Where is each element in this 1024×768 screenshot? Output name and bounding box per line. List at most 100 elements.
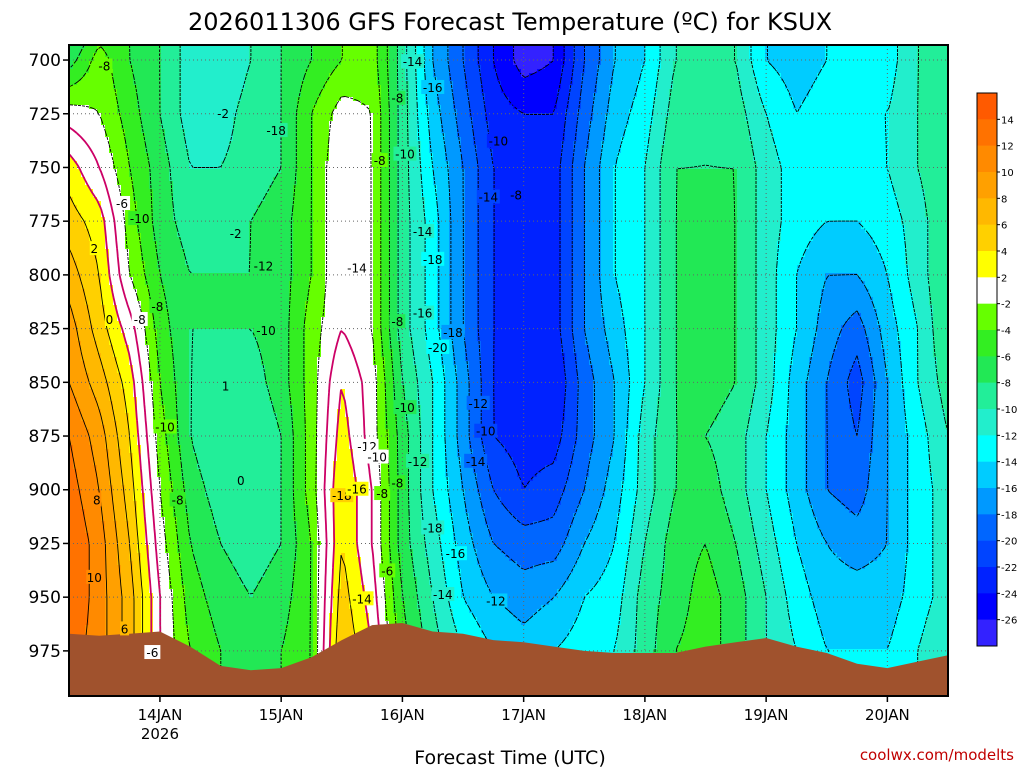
temperature-cell [437,313,450,318]
temperature-cell [113,353,130,358]
temperature-cell [149,377,162,382]
temperature-cell [453,521,470,526]
temperature-cell [485,117,566,122]
temperature-cell [825,445,874,450]
temperature-cell [445,433,458,438]
temperature-cell [785,441,806,446]
temperature-cell [813,337,838,342]
temperature-cell [425,237,438,242]
temperature-cell [861,225,906,230]
temperature-cell [357,509,382,514]
temperature-cell [601,209,614,214]
temperature-cell [661,189,678,194]
temperature-cell [493,229,562,234]
temperature-cell [421,409,434,414]
temperature-cell [621,305,646,310]
temperature-cell [289,281,310,286]
temperature-cell [677,189,738,194]
temperature-cell [849,377,862,382]
temperature-cell [665,117,746,122]
temperature-cell [493,273,562,278]
temperature-cell [773,389,790,394]
temperature-cell [69,389,74,394]
temperature-cell [145,325,154,330]
temperature-cell [929,457,948,462]
temperature-cell [293,473,306,478]
temperature-cell [389,281,398,286]
temperature-cell [613,417,630,422]
temperature-cell [433,497,450,502]
temperature-cell [653,465,678,470]
temperature-cell [129,157,150,162]
temperature-cell [657,89,670,94]
temperature-cell [573,217,586,222]
temperature-cell [625,133,650,138]
temperature-cell [481,493,498,498]
temperature-cell [161,45,182,50]
temperature-cell [289,389,306,394]
temperature-cell [493,301,562,306]
temperature-cell [865,381,878,386]
temperature-cell [385,373,394,378]
temperature-cell [861,505,890,510]
temperature-cell [477,185,494,190]
temperature-cell [749,497,770,502]
temperature-cell [869,349,886,354]
temperature-cell [145,501,162,506]
temperature-cell [601,229,614,234]
temperature-cell [125,517,138,522]
temperature-cell [125,489,134,494]
temperature-cell [69,405,78,410]
temperature-cell [917,89,948,94]
temperature-cell [929,249,948,254]
temperature-cell [433,477,450,482]
temperature-cell [469,413,482,418]
temperature-cell [673,489,722,494]
temperature-cell [437,189,450,194]
temperature-cell [889,429,906,434]
temperature-cell [293,217,314,222]
temperature-cell [657,417,678,422]
temperature-cell [909,457,930,462]
temperature-cell [853,409,862,414]
temperature-cell [613,45,646,50]
temperature-cell [677,349,738,354]
temperature-cell [397,81,410,86]
temperature-cell [397,45,406,50]
temperature-cell [661,177,678,182]
temperature-cell [333,117,374,122]
temperature-cell [677,233,738,238]
temperature-cell [493,341,562,346]
temperature-cell [577,417,594,422]
temperature-cell [889,129,918,134]
temperature-cell [417,69,426,74]
temperature-cell [177,441,194,446]
temperature-cell [381,129,390,134]
temperature-cell [625,449,638,454]
temperature-cell [421,185,438,190]
temperature-cell [629,121,654,126]
temperature-cell [613,241,646,246]
temperature-cell [125,505,138,510]
temperature-cell [325,277,374,282]
temperature-cell [757,85,786,90]
temperature-cell [573,57,586,62]
temperature-cell [753,533,774,538]
temperature-cell [585,301,602,306]
temperature-cell [893,301,914,306]
temperature-cell [169,317,290,322]
temperature-cell [757,381,774,386]
temperature-cell [737,349,758,354]
temperature-cell [165,433,178,438]
temperature-cell [909,473,934,478]
temperature-cell [93,449,110,454]
temperature-cell [325,289,374,294]
temperature-cell [873,429,890,434]
temperature-cell [445,421,458,426]
temperature-cell [653,445,678,450]
temperature-cell [449,193,466,198]
temperature-cell [397,329,410,334]
temperature-cell [137,85,162,90]
temperature-cell [789,389,806,394]
temperature-cell [589,361,610,366]
